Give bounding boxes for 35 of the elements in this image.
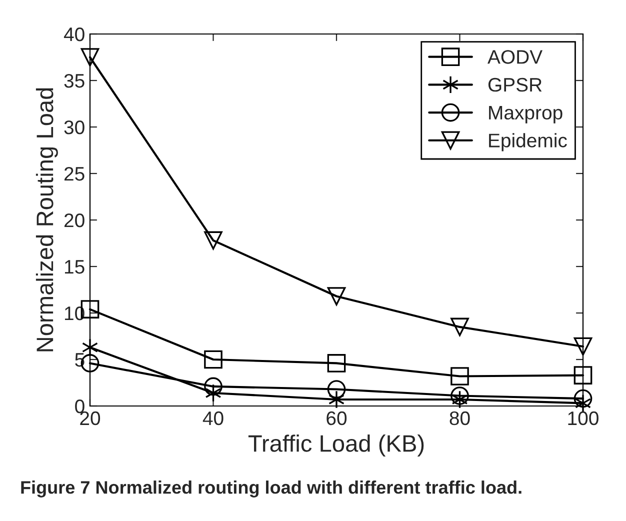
x-axis-title: Traffic Load (KB) bbox=[248, 434, 424, 457]
point bbox=[574, 394, 592, 412]
point bbox=[450, 386, 469, 405]
point bbox=[80, 48, 100, 66]
point bbox=[327, 354, 346, 372]
point bbox=[574, 366, 592, 384]
legend-label: GPSR bbox=[488, 78, 542, 92]
legend-label: Epidemic bbox=[489, 133, 567, 152]
point bbox=[204, 350, 222, 369]
caption: Figure 7 Normalized routing load with different traffic load. bbox=[21, 480, 522, 498]
y-tick-label: 15 bbox=[64, 260, 84, 274]
x-tick-label: 100 bbox=[568, 411, 598, 426]
y-tick-label: 0 bbox=[75, 399, 84, 414]
point bbox=[450, 367, 469, 386]
point bbox=[205, 384, 222, 402]
y-axis-title: Normalized Routing Load bbox=[36, 88, 58, 352]
point bbox=[328, 390, 345, 409]
point bbox=[452, 390, 468, 409]
legend-label: Maxprop bbox=[489, 106, 562, 124]
point bbox=[327, 380, 346, 398]
y-tick-label: 35 bbox=[64, 74, 84, 88]
legend-label: AODV bbox=[488, 50, 542, 64]
x-tick-label: 80 bbox=[450, 411, 470, 426]
point bbox=[204, 377, 222, 396]
y-tick-label: 40 bbox=[64, 27, 84, 42]
point bbox=[574, 337, 592, 356]
y-tick-label: 30 bbox=[64, 120, 84, 134]
y-tick-label: 25 bbox=[64, 166, 84, 181]
point bbox=[327, 287, 346, 306]
x-tick-label: 60 bbox=[326, 411, 347, 426]
point bbox=[204, 231, 222, 250]
point bbox=[450, 318, 469, 336]
x-tick-label: 40 bbox=[202, 411, 224, 426]
y-tick-label: 20 bbox=[64, 213, 84, 228]
point bbox=[574, 389, 592, 408]
